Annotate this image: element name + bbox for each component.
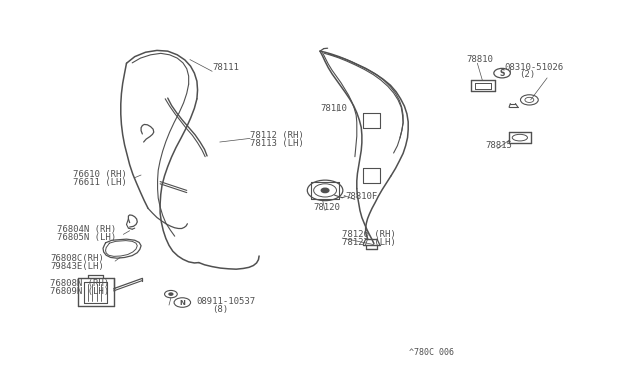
- Circle shape: [321, 188, 329, 193]
- Text: 78127 (LH): 78127 (LH): [342, 238, 396, 247]
- Text: N: N: [179, 299, 185, 305]
- Text: 76610 (RH): 76610 (RH): [72, 170, 126, 179]
- Text: 78126 (RH): 78126 (RH): [342, 230, 396, 239]
- Text: 78110: 78110: [320, 104, 347, 113]
- Text: 78113 (LH): 78113 (LH): [250, 139, 304, 148]
- Circle shape: [169, 293, 173, 295]
- Text: 76804N (RH): 76804N (RH): [57, 225, 116, 234]
- Text: 78810F: 78810F: [346, 192, 378, 201]
- Text: 08310-51026: 08310-51026: [504, 62, 563, 72]
- Text: 79843E(LH): 79843E(LH): [51, 262, 104, 271]
- Text: 78120: 78120: [314, 203, 340, 212]
- Text: 78111: 78111: [212, 63, 239, 73]
- Text: 76809N (LH): 76809N (LH): [51, 286, 109, 296]
- Text: (8): (8): [212, 305, 228, 314]
- Text: 78815: 78815: [485, 141, 512, 150]
- Text: 08911-10537: 08911-10537: [196, 297, 255, 306]
- Text: 78112 (RH): 78112 (RH): [250, 131, 304, 140]
- Text: 76611 (LH): 76611 (LH): [72, 178, 126, 187]
- Text: 76808N (RH): 76808N (RH): [51, 279, 109, 288]
- Text: 76808C(RH): 76808C(RH): [51, 254, 104, 263]
- Text: (2): (2): [519, 70, 535, 79]
- Text: ^780C 006: ^780C 006: [409, 349, 454, 357]
- Text: S: S: [499, 69, 505, 78]
- Text: 78810: 78810: [466, 55, 493, 64]
- Text: 76805N (LH): 76805N (LH): [57, 233, 116, 242]
